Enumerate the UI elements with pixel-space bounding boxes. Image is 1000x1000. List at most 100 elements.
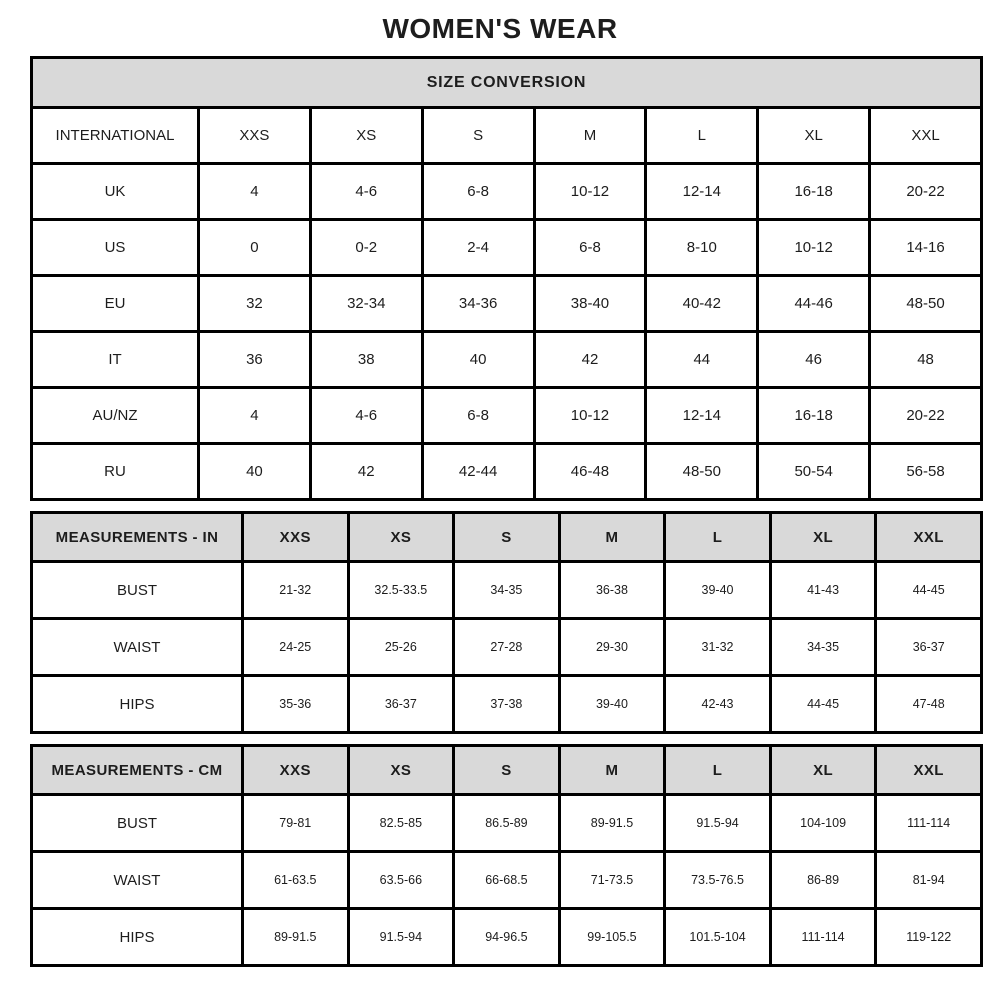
table-row: HIPS 35-36 36-37 37-38 39-40 42-43 44-45… xyxy=(30,674,983,734)
column-header: L xyxy=(663,511,772,563)
table-cell: 32.5-33.5 xyxy=(346,560,456,620)
table-cell: 40-42 xyxy=(644,274,760,333)
table-cell: 56-58 xyxy=(868,442,983,501)
table-cell: 104-109 xyxy=(768,793,878,853)
table-title-cell: MEASUREMENTS - IN xyxy=(30,511,244,563)
table-cell: 50-54 xyxy=(756,442,872,501)
table-cell: 47-48 xyxy=(874,674,983,734)
column-header: INTERNATIONAL xyxy=(30,106,200,165)
table-cell: 42 xyxy=(532,330,648,389)
table-cell: 2-4 xyxy=(420,218,536,277)
table-cell: 37-38 xyxy=(452,674,561,734)
table-cell: 101.5-104 xyxy=(663,907,772,967)
row-label: EU xyxy=(30,274,200,333)
column-header: XXS xyxy=(197,106,312,165)
row-label: HIPS xyxy=(30,674,244,734)
table-cell: 46-48 xyxy=(532,442,648,501)
table-cell: 39-40 xyxy=(663,560,772,620)
table-cell: 36-37 xyxy=(874,617,983,677)
row-label: WAIST xyxy=(30,850,244,910)
table-cell: 44 xyxy=(644,330,760,389)
table-cell: 6-8 xyxy=(532,218,648,277)
table-row: WAIST 24-25 25-26 27-28 29-30 31-32 34-3… xyxy=(30,617,983,677)
column-header: XXL xyxy=(868,106,983,165)
table-cell: 46 xyxy=(756,330,872,389)
column-header: XS xyxy=(308,106,424,165)
table-cell: 91.5-94 xyxy=(346,907,456,967)
table-cell: 21-32 xyxy=(241,560,350,620)
row-label: HIPS xyxy=(30,907,244,967)
column-header: XL xyxy=(768,744,878,796)
table-cell: 32 xyxy=(197,274,312,333)
column-header: L xyxy=(663,744,772,796)
column-header: XXL xyxy=(874,511,983,563)
table-row: MEASUREMENTS - IN XXS XS S M L XL XXL xyxy=(30,511,983,563)
table-cell: 66-68.5 xyxy=(452,850,561,910)
table-cell: 89-91.5 xyxy=(241,907,350,967)
column-header: L xyxy=(644,106,760,165)
table-cell: 44-46 xyxy=(756,274,872,333)
table-cell: 24-25 xyxy=(241,617,350,677)
table-cell: 41-43 xyxy=(768,560,878,620)
table-cell: 81-94 xyxy=(874,850,983,910)
column-header: XL xyxy=(768,511,878,563)
table-cell: 40 xyxy=(197,442,312,501)
table-cell: 111-114 xyxy=(874,793,983,853)
table-cell: 79-81 xyxy=(241,793,350,853)
table-cell: 20-22 xyxy=(868,386,983,445)
table-cell: 0 xyxy=(197,218,312,277)
table-cell: 4 xyxy=(197,162,312,221)
table-cell: 20-22 xyxy=(868,162,983,221)
table-cell: 4 xyxy=(197,386,312,445)
table-cell: 39-40 xyxy=(557,674,667,734)
row-label: RU xyxy=(30,442,200,501)
column-header: M xyxy=(557,511,667,563)
table-cell: 36 xyxy=(197,330,312,389)
column-header: S xyxy=(452,744,561,796)
table-cell: 31-32 xyxy=(663,617,772,677)
table-row: INTERNATIONAL XXS XS S M L XL XXL xyxy=(30,106,983,165)
table-title-cell: SIZE CONVERSION xyxy=(30,56,983,109)
table-cell: 40 xyxy=(420,330,536,389)
tables-container: SIZE CONVERSION INTERNATIONAL XXS XS S M… xyxy=(30,56,983,967)
table-cell: 0-2 xyxy=(308,218,424,277)
table-cell: 42 xyxy=(308,442,424,501)
table-cell: 86-89 xyxy=(768,850,878,910)
column-header: M xyxy=(532,106,648,165)
page-title: WOMEN'S WEAR xyxy=(382,13,618,44)
table-cell: 38 xyxy=(308,330,424,389)
row-label: BUST xyxy=(30,793,244,853)
table-cell: 32-34 xyxy=(308,274,424,333)
table-cell: 36-37 xyxy=(346,674,456,734)
table-cell: 48-50 xyxy=(868,274,983,333)
table-cell: 119-122 xyxy=(874,907,983,967)
table-cell: 4-6 xyxy=(308,162,424,221)
table-row: RU 40 42 42-44 46-48 48-50 50-54 56-58 xyxy=(30,442,983,501)
table-cell: 42-44 xyxy=(420,442,536,501)
table-cell: 12-14 xyxy=(644,386,760,445)
column-header: M xyxy=(557,744,667,796)
table-row: UK 4 4-6 6-8 10-12 12-14 16-18 20-22 xyxy=(30,162,983,221)
table-cell: 35-36 xyxy=(241,674,350,734)
table-cell: 44-45 xyxy=(768,674,878,734)
table-cell: 71-73.5 xyxy=(557,850,667,910)
table-cell: 48-50 xyxy=(644,442,760,501)
table-row: MEASUREMENTS - CM XXS XS S M L XL XXL xyxy=(30,744,983,796)
table-cell: 16-18 xyxy=(756,162,872,221)
table-cell: 94-96.5 xyxy=(452,907,561,967)
table-cell: 10-12 xyxy=(532,386,648,445)
table-cell: 111-114 xyxy=(768,907,878,967)
table-cell: 73.5-76.5 xyxy=(663,850,772,910)
table-cell: 63.5-66 xyxy=(346,850,456,910)
table-cell: 91.5-94 xyxy=(663,793,772,853)
table-cell: 10-12 xyxy=(756,218,872,277)
size-conversion-table: SIZE CONVERSION INTERNATIONAL XXS XS S M… xyxy=(30,56,983,501)
table-cell: 16-18 xyxy=(756,386,872,445)
table-cell: 61-63.5 xyxy=(241,850,350,910)
column-header: XXS xyxy=(241,511,350,563)
row-label: BUST xyxy=(30,560,244,620)
row-label: IT xyxy=(30,330,200,389)
table-cell: 34-35 xyxy=(452,560,561,620)
column-header: S xyxy=(420,106,536,165)
table-cell: 86.5-89 xyxy=(452,793,561,853)
